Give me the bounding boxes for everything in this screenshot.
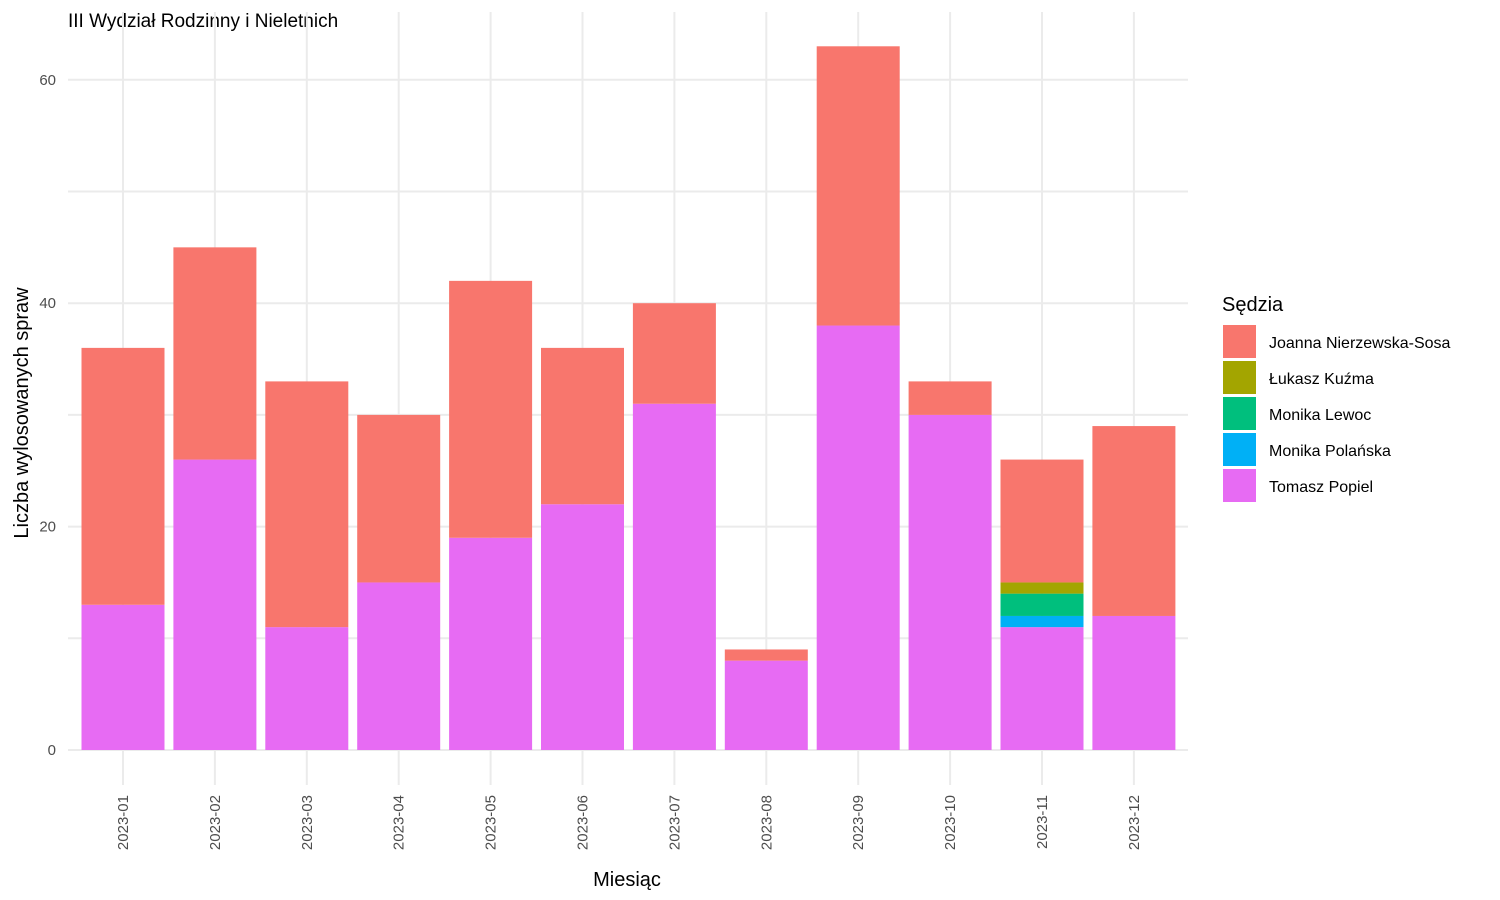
x-tick-label: 2023-06 [575,795,592,850]
legend-label: Monika Polańska [1269,443,1391,460]
bar-segment [173,459,257,750]
y-tick-label: 40 [39,295,56,312]
y-tick-label: 0 [48,742,56,759]
x-tick-label: 2023-05 [483,795,500,850]
legend-swatch [1223,325,1256,358]
x-tick-label: 2023-09 [850,795,867,850]
legend-label: Łukasz Kuźma [1269,371,1374,388]
x-tick-label: 2023-04 [391,795,408,850]
bar-segment [1000,615,1084,628]
y-axis-ticks: 0 20 40 60 [39,72,56,759]
bar-segment [81,347,165,605]
bar-segment [816,46,900,326]
x-axis-title: Miesiąc [593,869,661,891]
bars [81,46,1176,750]
bar-segment [724,649,808,661]
x-tick-label: 2023-02 [207,795,224,850]
bar-segment [81,604,165,750]
legend-label: Monika Lewoc [1269,407,1371,424]
bar-segment [449,280,533,538]
bar-segment [908,414,992,750]
bar-segment [541,347,624,505]
bar-segment [1000,582,1084,594]
bar-segment [357,582,441,750]
x-tick-label: 2023-11 [1034,795,1051,849]
y-tick-label: 20 [39,519,56,536]
x-tick-label: 2023-07 [666,795,683,850]
bar-segment [724,660,808,750]
bar-segment [1092,426,1176,616]
legend-label: Joanna Nierzewska-Sosa [1269,335,1451,352]
bar-segment [173,247,257,460]
bar-segment [908,381,992,415]
bar-segment [1000,627,1084,750]
bar-segment [1000,593,1084,616]
x-tick-label: 2023-12 [1126,795,1143,850]
legend-swatch [1223,469,1256,502]
x-axis-ticks: 2023-01 2023-02 2023-03 2023-04 2023-05 2023-… [115,795,1143,850]
legend-title: Sędzia [1222,294,1284,316]
bar-segment [265,627,349,750]
legend-label: Tomasz Popiel [1269,479,1373,496]
legend: Sędzia Joanna Nierzewska-Sosa Łukasz Kuźm… [1222,294,1451,502]
y-tick-label: 60 [39,72,56,89]
bar-segment [632,303,716,404]
x-tick-label: 2023-08 [758,795,775,850]
x-tick-label: 2023-01 [115,795,132,850]
bar-segment [541,504,624,750]
bar-segment [265,381,349,628]
legend-swatch [1223,361,1256,394]
bar-segment [449,537,533,750]
y-axis-title: Liczba wylosowanych spraw [11,287,33,539]
bar-segment [357,414,441,583]
bar-segment [1092,615,1176,750]
chart-title: III Wydział Rodzinny i Nieletnich [68,11,338,32]
bar-segment [1000,459,1084,583]
legend-swatch [1223,397,1256,430]
legend-swatch [1223,433,1256,466]
x-tick-label: 2023-10 [942,795,959,850]
bar-segment [816,325,900,750]
bar-segment [632,403,716,750]
x-tick-label: 2023-03 [299,795,316,850]
